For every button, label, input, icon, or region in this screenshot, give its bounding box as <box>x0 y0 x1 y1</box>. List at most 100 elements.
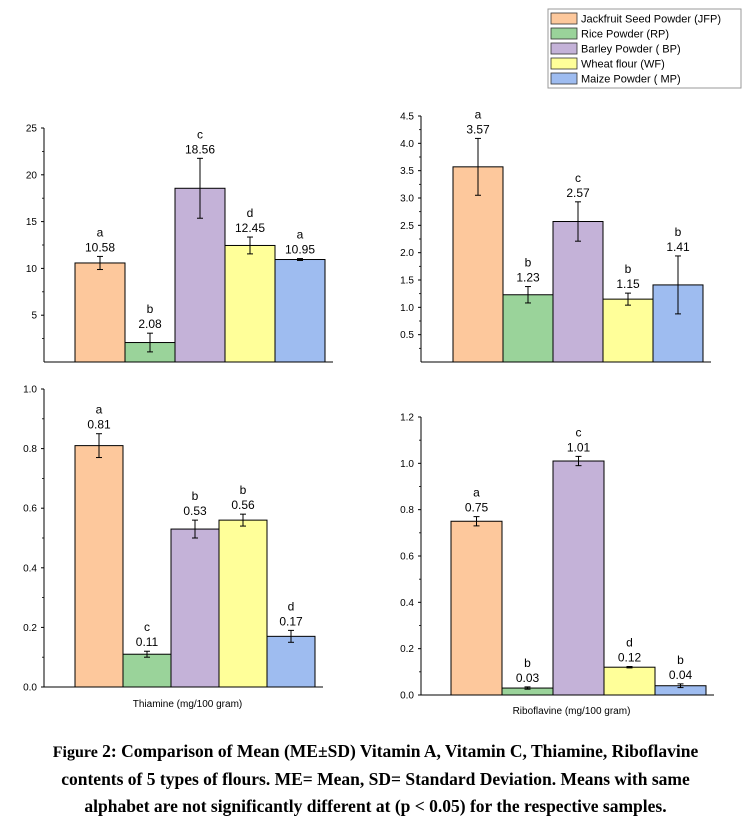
y-tick-label: 0.8 <box>23 444 37 455</box>
significance-letter: c <box>197 127 203 141</box>
bar-bp <box>552 460 605 696</box>
value-label: 1.15 <box>616 277 640 291</box>
value-label: 0.11 <box>136 635 159 649</box>
y-tick-label: 10 <box>26 264 38 275</box>
caption-line-1-text: 2: Comparison of Mean (ME±SD) Vitamin A,… <box>97 741 699 761</box>
caption-figure-word: Figure <box>52 744 98 761</box>
value-label: 0.17 <box>279 614 303 628</box>
significance-letter: b <box>240 483 247 497</box>
figure-caption: Figure 2: Comparison of Mean (ME±SD) Vit… <box>0 738 751 820</box>
value-label: 10.95 <box>285 243 315 257</box>
legend-label: Jackfruit Seed Powder (JFP) <box>581 14 721 26</box>
value-label: 1.41 <box>666 240 690 254</box>
caption-line-2: contents of 5 types of flours. ME= Mean,… <box>61 769 690 789</box>
value-label: 0.04 <box>669 668 693 682</box>
value-label: 0.03 <box>516 671 540 685</box>
bar-wf <box>602 298 654 363</box>
caption-line-1: Figure 2: Comparison of Mean (ME±SD) Vit… <box>0 738 751 766</box>
value-label: 1.01 <box>567 440 591 454</box>
value-label: 18.56 <box>185 142 215 156</box>
value-label: 10.58 <box>85 240 115 254</box>
y-tick-label: 15 <box>26 217 38 228</box>
y-tick-label: 1.5 <box>400 276 414 287</box>
value-label: 3.57 <box>466 122 490 136</box>
significance-letter: b <box>677 653 684 667</box>
y-tick-label: 25 <box>26 124 38 135</box>
y-tick-label: 4.5 <box>400 112 414 123</box>
value-label: 1.23 <box>516 271 540 285</box>
chart-panel-2: 0.51.01.52.02.53.03.54.04.53.57a1.23b2.5… <box>400 107 711 363</box>
legend-label: Maize Powder ( MP) <box>581 74 681 86</box>
bar-rp <box>502 294 554 363</box>
chart-panel-4: 0.00.20.40.60.81.01.20.75a0.03b1.01c0.12… <box>400 413 714 717</box>
legend-swatch <box>550 42 578 55</box>
significance-letter: d <box>247 206 254 220</box>
significance-letter: b <box>192 489 199 503</box>
y-tick-label: 2.5 <box>400 221 414 232</box>
y-tick-label: 0.0 <box>400 691 414 702</box>
figure-canvas: Jackfruit Seed Powder (JFP) Rice Powder (… <box>23 8 742 717</box>
bar-wf <box>603 666 656 696</box>
significance-letter: a <box>475 107 482 121</box>
bar-bp <box>170 528 220 688</box>
value-label: 0.53 <box>183 504 207 518</box>
legend-swatch <box>550 12 578 25</box>
y-tick-label: 0.8 <box>400 505 414 516</box>
bar-wf <box>218 519 268 688</box>
legend-box <box>547 8 742 89</box>
significance-letter: a <box>96 403 103 417</box>
y-tick-label: 0.2 <box>400 644 414 655</box>
significance-letter: b <box>675 225 682 239</box>
significance-letter: c <box>575 171 581 185</box>
x-axis-label: Thiamine (mg/100 gram) <box>133 699 242 710</box>
y-tick-label: 1.0 <box>400 459 414 470</box>
bar-mp <box>274 259 326 363</box>
y-tick-label: 3.0 <box>400 194 414 205</box>
y-tick-label: 0.6 <box>23 504 37 515</box>
bar-mp <box>266 635 316 688</box>
y-tick-label: 0.4 <box>23 563 37 574</box>
value-label: 2.08 <box>138 317 162 331</box>
significance-letter: a <box>297 228 304 242</box>
significance-letter: a <box>97 225 104 239</box>
bar-bp <box>552 221 604 363</box>
legend-label: Barley Powder ( BP) <box>581 44 681 56</box>
caption-line-3: alphabet are not significantly different… <box>84 796 667 816</box>
y-tick-label: 1.0 <box>23 385 37 396</box>
y-tick-label: 0.5 <box>400 330 414 341</box>
y-tick-label: 1.2 <box>400 413 414 424</box>
bar-wf <box>224 244 276 363</box>
significance-letter: b <box>625 262 632 276</box>
y-tick-label: 1.0 <box>400 303 414 314</box>
y-tick-label: 2.0 <box>400 248 414 259</box>
legend-swatch <box>550 27 578 40</box>
significance-letter: b <box>147 302 154 316</box>
legend-label: Rice Powder (RP) <box>581 29 669 41</box>
significance-letter: a <box>473 486 480 500</box>
significance-letter: c <box>576 425 582 439</box>
legend-swatch <box>550 57 578 70</box>
significance-letter: d <box>288 599 295 613</box>
y-tick-label: 4.0 <box>400 139 414 150</box>
bar-jfp <box>450 520 503 696</box>
y-tick-label: 20 <box>26 170 38 181</box>
significance-letter: c <box>144 620 150 634</box>
legend: Jackfruit Seed Powder (JFP) Rice Powder (… <box>547 8 742 89</box>
value-label: 0.56 <box>231 498 255 512</box>
significance-letter: b <box>525 256 532 270</box>
y-tick-label: 3.5 <box>400 166 414 177</box>
bar-jfp <box>74 262 126 363</box>
value-label: 2.57 <box>566 186 590 200</box>
y-tick-label: 0.2 <box>23 623 37 634</box>
significance-letter: b <box>524 656 531 670</box>
bar-rp <box>122 653 172 688</box>
value-label: 0.81 <box>87 418 111 432</box>
value-label: 0.75 <box>465 501 489 515</box>
y-tick-label: 0.0 <box>23 683 37 694</box>
significance-letter: d <box>626 636 633 650</box>
chart-panel-3: 0.00.20.40.60.81.00.81a0.11c0.53b0.56b0.… <box>23 385 323 710</box>
value-label: 12.45 <box>235 221 265 235</box>
bar-jfp <box>452 166 504 363</box>
y-tick-label: 5 <box>31 311 37 322</box>
